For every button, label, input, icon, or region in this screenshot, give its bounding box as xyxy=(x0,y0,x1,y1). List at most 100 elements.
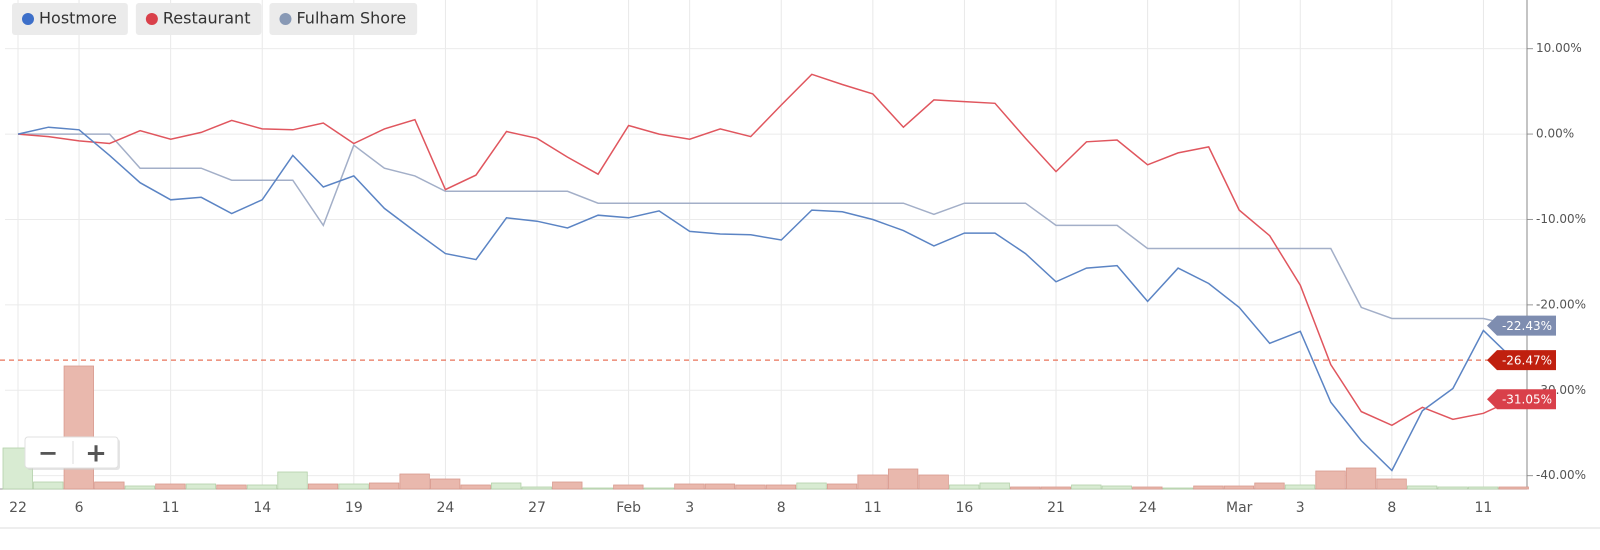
zoom-in-button[interactable]: + xyxy=(85,439,107,469)
x-tick-label: 8 xyxy=(1387,500,1396,516)
volume-bar xyxy=(1376,478,1407,490)
volume-bar xyxy=(94,481,125,490)
volume-bar xyxy=(704,483,736,490)
volume-bar xyxy=(430,478,461,490)
zoom-control: − + xyxy=(24,436,120,470)
volume-bar xyxy=(155,483,186,490)
x-tick-label: 11 xyxy=(162,500,180,516)
volume-bar xyxy=(216,484,247,490)
volume-bar xyxy=(887,468,919,490)
volume-bar xyxy=(1223,485,1255,490)
volume-bar xyxy=(613,484,644,490)
y-tick-label: -20.00% xyxy=(1536,297,1586,311)
volume-bar xyxy=(124,485,156,490)
volume-bar xyxy=(582,487,613,490)
x-tick-label: Feb xyxy=(616,500,641,516)
volume-bar xyxy=(338,483,369,490)
volume-bar xyxy=(735,484,766,490)
volume-bar xyxy=(1406,485,1438,490)
volume-bar xyxy=(765,484,797,490)
series-line xyxy=(18,133,1515,327)
volume-bar xyxy=(491,482,522,490)
zoom-out-button[interactable]: − xyxy=(38,439,58,467)
volume-bar xyxy=(949,484,980,490)
volume-bar xyxy=(1193,485,1224,490)
volume-bar xyxy=(918,474,949,490)
x-tick-label: 27 xyxy=(528,500,546,516)
volume-bar xyxy=(460,484,491,490)
x-tick-label: 14 xyxy=(253,500,271,516)
volume-bar xyxy=(674,483,705,490)
series-line xyxy=(17,73,1515,427)
x-tick-label: 22 xyxy=(9,500,27,516)
value-tag-box xyxy=(1487,350,1556,371)
volume-bar xyxy=(246,484,278,490)
volume-bar xyxy=(857,474,888,490)
volume-bar xyxy=(552,481,583,490)
x-tick-label: 11 xyxy=(864,500,882,516)
volume-bar xyxy=(1132,486,1163,490)
volume-bar xyxy=(1101,485,1132,490)
legend-label: Restaurant xyxy=(163,9,251,28)
volume-bar xyxy=(1315,470,1346,490)
volume-bar xyxy=(1345,467,1377,490)
series-line xyxy=(17,126,1515,472)
legend-dot xyxy=(22,13,34,25)
x-tick-label: 3 xyxy=(685,500,694,516)
value-tag-label: -22.43% xyxy=(1502,319,1552,333)
x-tick-label: 11 xyxy=(1475,500,1493,516)
volume-bar xyxy=(979,482,1010,490)
volume-bar xyxy=(1162,487,1194,490)
x-tick-label: 8 xyxy=(777,500,786,516)
x-tick-label: Mar xyxy=(1226,500,1253,516)
volume-bar xyxy=(521,486,552,490)
x-tick-label: 24 xyxy=(437,500,455,516)
value-tag-label: -31.05% xyxy=(1502,393,1552,407)
volume-bar xyxy=(1040,486,1071,490)
value-tag: -26.47% xyxy=(1487,350,1556,371)
x-tick-label: 16 xyxy=(956,500,974,516)
volume-bar xyxy=(1071,484,1102,490)
volume-bar xyxy=(33,481,64,490)
volume-bar xyxy=(796,482,827,490)
x-tick-label: 6 xyxy=(75,500,84,516)
zoom-box xyxy=(24,436,119,469)
volume-bar xyxy=(1498,486,1529,490)
value-tag: -22.43% xyxy=(1487,315,1556,336)
legend-item[interactable]: Restaurant xyxy=(135,3,262,35)
volume-bar xyxy=(399,473,430,490)
volume-bar xyxy=(1010,486,1041,490)
y-tick-label: 0.00% xyxy=(1536,127,1574,141)
value-tag-box xyxy=(1487,389,1556,410)
volume-bar xyxy=(826,483,858,490)
legend-button xyxy=(12,3,128,35)
volume-bar xyxy=(1254,482,1285,490)
y-tick-label: -10.00% xyxy=(1536,212,1586,226)
legend-label: Fulham Shore xyxy=(296,9,406,28)
value-tag-box xyxy=(1487,315,1556,336)
volume-bar xyxy=(63,365,94,490)
y-tick-label: 10.00% xyxy=(1536,41,1582,55)
volume-bar xyxy=(277,471,308,490)
volume-bar xyxy=(1437,486,1468,490)
value-tag-label: -26.47% xyxy=(1502,354,1552,368)
legend-dot xyxy=(145,13,158,25)
volume-bar xyxy=(307,483,339,490)
legend-item[interactable]: Fulham Shore xyxy=(269,3,418,35)
volume-bar xyxy=(1468,486,1499,490)
legend-button xyxy=(269,3,418,35)
legend-item[interactable]: Hostmore xyxy=(12,3,128,35)
x-tick-label: 21 xyxy=(1047,500,1065,516)
y-tick-label: -40.00% xyxy=(1536,468,1586,482)
volume-bar xyxy=(185,483,217,490)
volume-bar xyxy=(1284,484,1316,490)
x-tick-label: 3 xyxy=(1296,500,1305,516)
legend-button xyxy=(135,3,262,35)
volume-bar xyxy=(368,482,400,490)
value-tag: -31.05% xyxy=(1487,389,1556,410)
x-tick-label: 24 xyxy=(1139,500,1157,516)
legend-dot xyxy=(279,13,292,25)
volume-bar xyxy=(643,487,675,490)
x-tick-label: 19 xyxy=(345,500,363,516)
